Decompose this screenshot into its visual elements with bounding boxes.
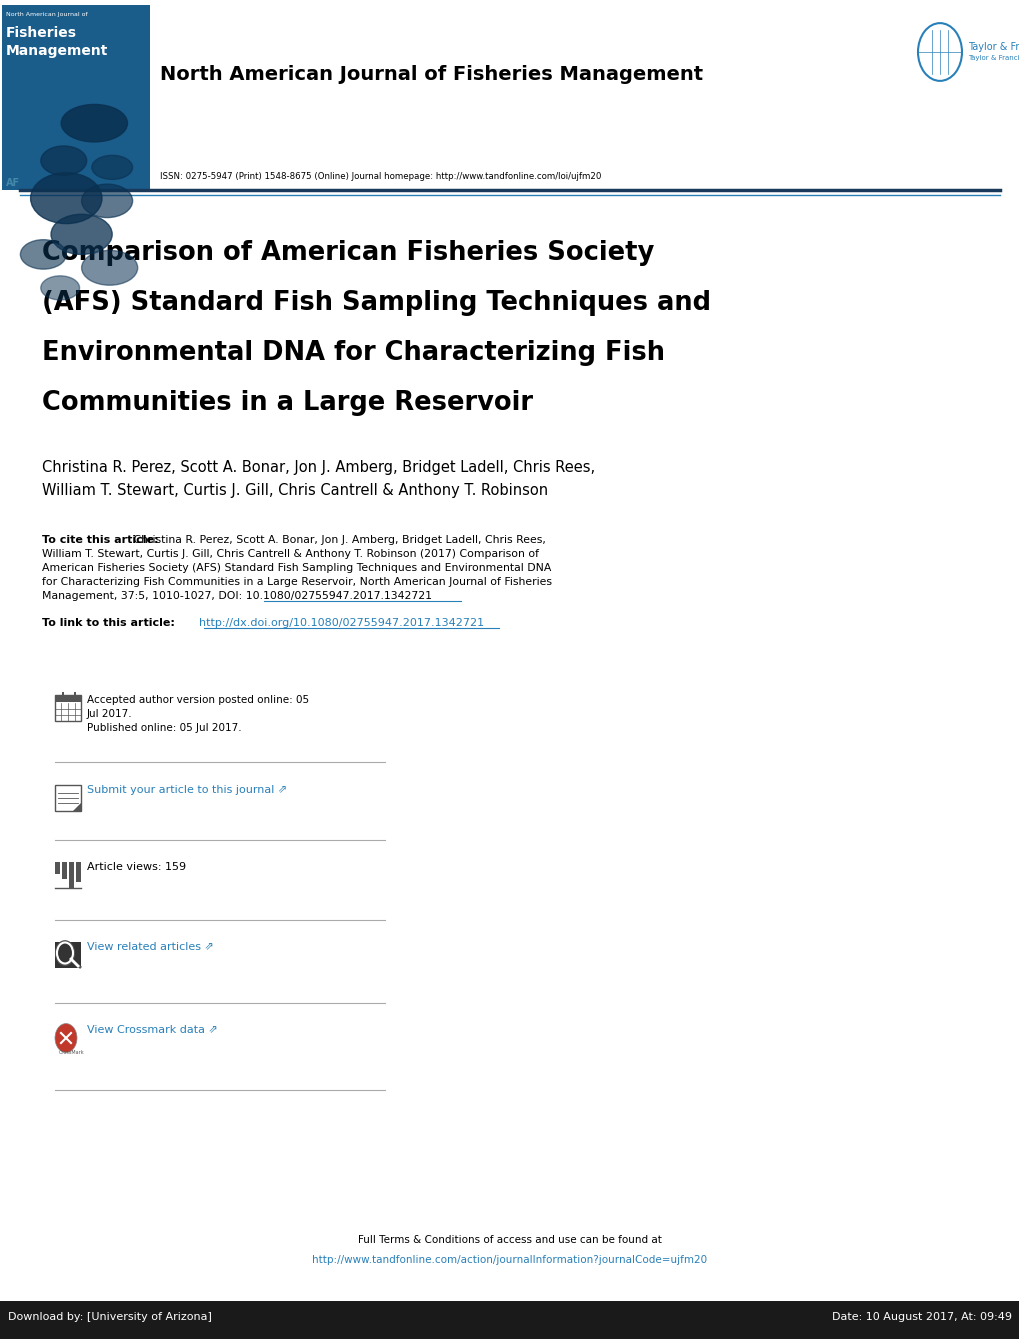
Text: Date: 10 August 2017, At: 09:49: Date: 10 August 2017, At: 09:49 [832,1312,1011,1322]
Text: ISSN: 0275-5947 (Print) 1548-8675 (Online) Journal homepage: http://www.tandfonl: ISSN: 0275-5947 (Print) 1548-8675 (Onlin… [160,171,601,181]
Text: AF: AF [6,178,20,187]
Text: William T. Stewart, Curtis J. Gill, Chris Cantrell & Anthony T. Robinson: William T. Stewart, Curtis J. Gill, Chri… [42,483,547,498]
Text: Christina R. Perez, Scott A. Bonar, Jon J. Amberg, Bridget Ladell, Chris Rees,: Christina R. Perez, Scott A. Bonar, Jon … [42,461,594,475]
Text: View related articles ⇗: View related articles ⇗ [87,943,214,952]
Bar [76,862,81,881]
Text: Taylor & Francis: Taylor & Francis [967,42,1019,52]
Text: Management: Management [6,44,108,58]
Bar [69,862,74,888]
Text: North American Journal of Fisheries Management: North American Journal of Fisheries Mana… [160,66,702,84]
Bar [62,692,64,698]
FancyBboxPatch shape [2,5,150,190]
Text: Download by: [University of Arizona]: Download by: [University of Arizona] [8,1312,212,1322]
Ellipse shape [41,276,79,300]
Bar [0,1302,1019,1339]
Bar [55,862,60,874]
Ellipse shape [20,240,66,269]
Text: for Characterizing Fish Communities in a Large Reservoir, North American Journal: for Characterizing Fish Communities in a… [42,577,551,586]
Text: Article views: 159: Article views: 159 [87,862,185,872]
Text: Submit your article to this journal ⇗: Submit your article to this journal ⇗ [87,785,287,795]
Bar [55,943,81,968]
Text: http://dx.doi.org/10.1080/02755947.2017.1342721: http://dx.doi.org/10.1080/02755947.2017.… [192,619,484,628]
Text: http://www.tandfonline.com/action/journalInformation?journalCode=ujfm20: http://www.tandfonline.com/action/journa… [312,1255,707,1265]
Ellipse shape [31,173,102,224]
Ellipse shape [61,104,127,142]
Ellipse shape [82,185,132,217]
Text: North American Journal of: North American Journal of [6,12,88,17]
Text: Christina R. Perez, Scott A. Bonar, Jon J. Amberg, Bridget Ladell, Chris Rees,: Christina R. Perez, Scott A. Bonar, Jon … [129,536,545,545]
Bar [55,695,81,702]
Text: American Fisheries Society (AFS) Standard Fish Sampling Techniques and Environme: American Fisheries Society (AFS) Standar… [42,562,551,573]
Text: To link to this article:: To link to this article: [42,619,174,628]
Text: To cite this article:: To cite this article: [42,536,158,545]
Text: Taylor & Francis Group: Taylor & Francis Group [967,55,1019,62]
Circle shape [55,1023,76,1052]
Text: Communities in a Large Reservoir: Communities in a Large Reservoir [42,390,533,416]
Bar [62,862,67,878]
Text: CrossMark: CrossMark [59,1050,85,1055]
Text: Fisheries: Fisheries [6,25,76,40]
Text: Environmental DNA for Characterizing Fish: Environmental DNA for Characterizing Fis… [42,340,664,366]
Ellipse shape [51,214,112,254]
Text: William T. Stewart, Curtis J. Gill, Chris Cantrell & Anthony T. Robinson (2017) : William T. Stewart, Curtis J. Gill, Chri… [42,549,538,558]
Text: (AFS) Standard Fish Sampling Techniques and: (AFS) Standard Fish Sampling Techniques … [42,291,710,316]
Text: Full Terms & Conditions of access and use can be found at: Full Terms & Conditions of access and us… [358,1235,661,1245]
Bar [74,692,76,698]
Text: Accepted author version posted online: 05
Jul 2017.
Published online: 05 Jul 201: Accepted author version posted online: 0… [87,695,309,732]
Ellipse shape [82,250,138,285]
Text: Management, 37:5, 1010-1027, DOI: 10.1080/02755947.2017.1342721: Management, 37:5, 1010-1027, DOI: 10.108… [42,590,432,601]
Polygon shape [73,803,81,811]
Text: Comparison of American Fisheries Society: Comparison of American Fisheries Society [42,240,653,266]
Ellipse shape [41,146,87,175]
Ellipse shape [92,155,132,179]
Text: View Crossmark data ⇗: View Crossmark data ⇗ [87,1024,218,1035]
